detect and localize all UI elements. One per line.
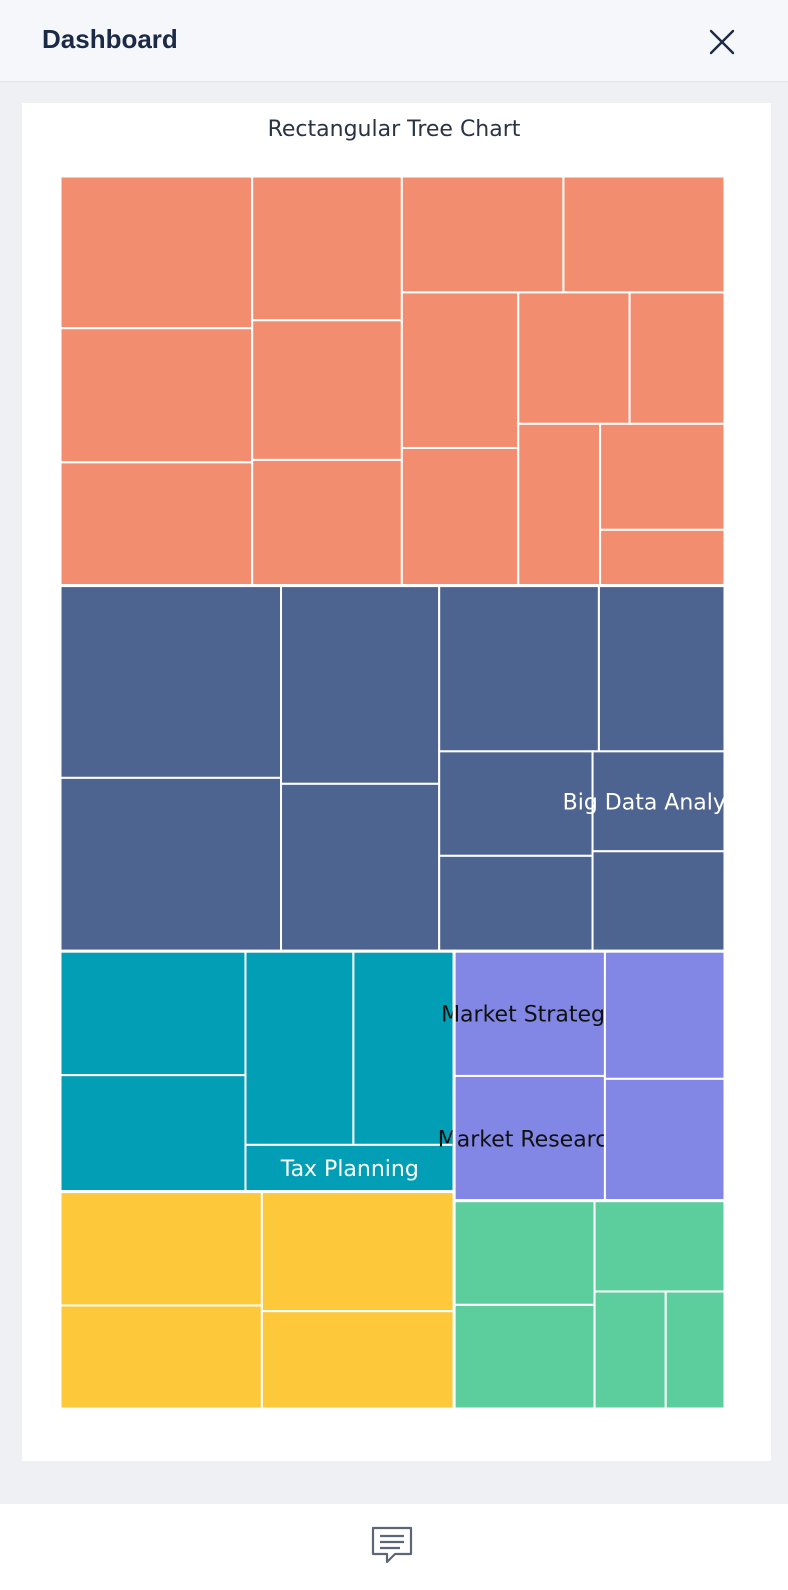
treemap-tile-label: Market Strategy: [441, 1003, 618, 1028]
treemap-tile[interactable]: [603, 950, 727, 1080]
treemap-tile-label: Tax Planning: [280, 1157, 419, 1182]
chat-button[interactable]: [370, 1525, 414, 1565]
treemap-tile[interactable]: [280, 584, 441, 785]
treemap-tile[interactable]: [59, 1074, 247, 1193]
treemap-tile[interactable]: [59, 776, 283, 953]
treemap-tile[interactable]: [453, 1199, 596, 1306]
treemap-tile[interactable]: [59, 584, 283, 779]
treemap-tile-label: Big Data Analysis: [563, 790, 755, 815]
treemap-tile[interactable]: [597, 584, 726, 753]
treemap-tile[interactable]: [603, 1077, 727, 1202]
treemap-tile[interactable]: [453, 950, 606, 1077]
treemap-tile-label: Market Research: [438, 1127, 622, 1152]
treemap-tile[interactable]: [517, 422, 602, 587]
treemap-tile[interactable]: [664, 1290, 727, 1411]
chart-title: Rectangular Tree Chart: [267, 117, 521, 142]
treemap-tile[interactable]: [260, 1190, 456, 1313]
treemap-tile[interactable]: [352, 950, 456, 1146]
treemap-tile[interactable]: [438, 584, 600, 753]
close-icon: [709, 29, 735, 55]
treemap-tile[interactable]: [59, 1190, 263, 1307]
treemap-tile[interactable]: [593, 1290, 667, 1411]
treemap-tile[interactable]: [59, 175, 254, 330]
treemap-tile[interactable]: [244, 950, 355, 1146]
treemap-tile[interactable]: [453, 1303, 596, 1410]
treemap-tile[interactable]: [599, 528, 727, 587]
chat-icon: [371, 1526, 413, 1564]
close-button[interactable]: [706, 26, 738, 58]
treemap-tile[interactable]: [599, 422, 727, 531]
treemap-chart: Big Data Analysis Tax Planning Market Stra…: [59, 175, 755, 1411]
treemap-tile[interactable]: [59, 327, 254, 464]
treemap-tile[interactable]: [562, 175, 727, 294]
page-title: Dashboard: [42, 24, 178, 54]
treemap-tile[interactable]: [251, 319, 403, 461]
treemap-tile[interactable]: [591, 750, 726, 853]
treemap-tile[interactable]: [628, 291, 726, 425]
treemap-tile[interactable]: [438, 750, 594, 857]
treemap-tile[interactable]: [59, 1304, 263, 1411]
treemap-tile[interactable]: [280, 782, 441, 953]
treemap-tile[interactable]: [593, 1199, 726, 1293]
treemap-group-outline: [452, 1199, 727, 1411]
treemap-tile[interactable]: [251, 458, 403, 587]
treemap-tile[interactable]: [59, 461, 254, 587]
app-header: Dashboard: [0, 0, 788, 82]
treemap-tile[interactable]: [400, 446, 520, 587]
treemap-tile[interactable]: [591, 850, 726, 953]
treemap-tile[interactable]: [400, 291, 520, 449]
treemap-tile[interactable]: [400, 175, 565, 294]
treemap-tile[interactable]: [251, 175, 403, 322]
treemap-tile[interactable]: [517, 291, 631, 425]
treemap-tile[interactable]: [260, 1310, 456, 1410]
treemap-tile[interactable]: [59, 950, 247, 1077]
treemap-tile[interactable]: [438, 854, 594, 953]
